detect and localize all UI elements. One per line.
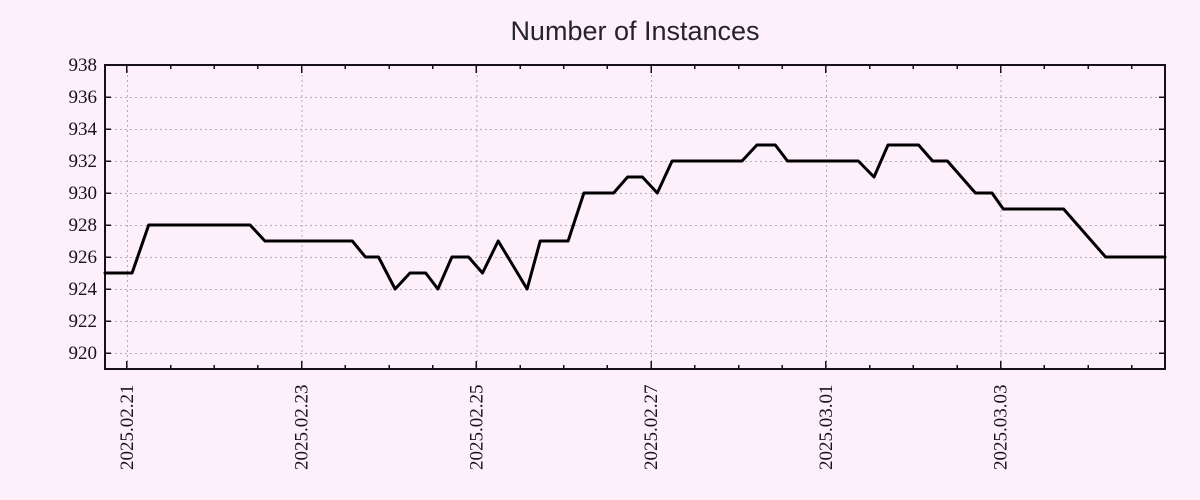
x-tick-label: 2025.02.21 — [117, 385, 138, 471]
x-tick-label: 2025.02.23 — [292, 385, 313, 471]
y-tick-label: 922 — [69, 311, 98, 332]
x-tick-label: 2025.03.03 — [991, 385, 1012, 471]
chart-title: Number of Instances — [510, 16, 759, 46]
y-tick-label: 926 — [69, 247, 98, 268]
y-tick-label: 936 — [69, 87, 98, 108]
y-tick-label: 928 — [69, 215, 98, 236]
y-tick-label: 932 — [69, 151, 98, 172]
y-tick-label: 930 — [69, 183, 98, 204]
x-tick-label: 2025.02.25 — [466, 385, 487, 471]
data-line-instances — [103, 143, 1167, 291]
plot-border — [104, 64, 1166, 370]
y-tick-label: 934 — [69, 119, 98, 140]
y-tick-label: 920 — [69, 343, 98, 364]
x-tick-label: 2025.03.01 — [816, 385, 837, 471]
x-tick-label: 2025.02.27 — [641, 385, 662, 471]
y-tick-label: 924 — [69, 279, 98, 300]
y-tick-label: 938 — [69, 55, 98, 76]
